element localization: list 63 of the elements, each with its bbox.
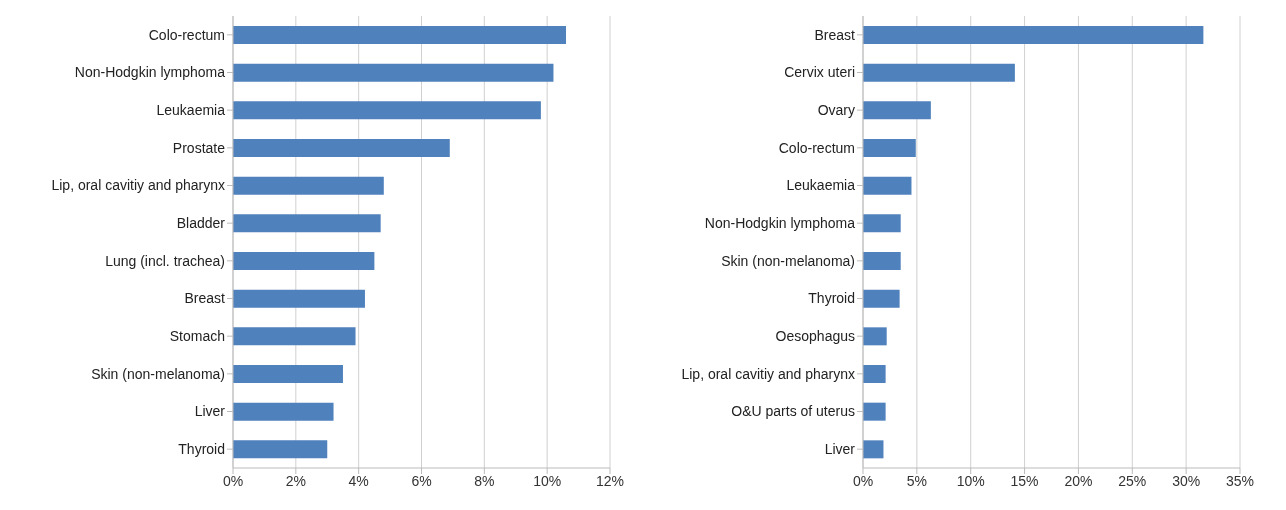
y-tick-label: Lung (incl. trachea) xyxy=(105,252,225,269)
y-tick-label: Lip, oral cavitiy and pharynx xyxy=(681,365,855,382)
x-tick-label: 10% xyxy=(533,472,562,489)
y-tick-label: O&U parts of uterus xyxy=(731,403,855,420)
y-tick-label: Bladder xyxy=(176,215,226,232)
x-tick-label: 35% xyxy=(1225,472,1255,489)
x-tick-label: 0% xyxy=(852,472,874,489)
bar xyxy=(863,365,886,383)
bar xyxy=(863,139,916,157)
y-tick-label: Liver xyxy=(194,403,226,420)
bar xyxy=(233,289,365,308)
y-tick-label: Breast xyxy=(184,290,226,307)
bar xyxy=(233,252,375,270)
x-tick-label: 8% xyxy=(474,472,495,489)
bar xyxy=(233,440,328,459)
bar xyxy=(233,139,450,157)
y-tick-label: Non-Hodgkin lymphoma xyxy=(704,215,856,232)
x-tick-label: 30% xyxy=(1172,472,1201,489)
y-tick-label: Colo-rectum xyxy=(778,139,855,156)
bar xyxy=(863,440,884,459)
bar xyxy=(233,365,343,383)
y-tick-label: Oesophagus xyxy=(775,328,855,345)
y-tick-label: Leukaemia xyxy=(786,177,856,194)
bar xyxy=(863,252,901,270)
x-tick-label: 4% xyxy=(348,472,369,489)
x-tick-label: 15% xyxy=(1010,472,1039,489)
y-tick-label: Leukaemia xyxy=(156,102,226,119)
x-tick-label: 5% xyxy=(906,472,927,489)
bar xyxy=(863,176,912,195)
y-tick-label: Skin (non-melanoma) xyxy=(721,252,855,269)
bar xyxy=(863,327,887,346)
x-tick-label: 10% xyxy=(956,472,985,489)
bar xyxy=(863,26,1204,44)
y-tick-label: Breast xyxy=(814,26,856,43)
y-tick-label: Colo-rectum xyxy=(148,26,225,43)
y-tick-label: Lip, oral cavitiy and pharynx xyxy=(51,177,225,194)
bar xyxy=(233,176,384,195)
y-tick-label: Ovary xyxy=(817,102,855,119)
bar xyxy=(863,101,931,120)
bar xyxy=(863,63,1015,82)
y-tick-label: Cervix uteri xyxy=(784,64,855,81)
bar xyxy=(233,101,541,120)
bar xyxy=(233,214,381,233)
y-tick-label: Thyroid xyxy=(178,441,225,458)
x-tick-label: 20% xyxy=(1064,472,1093,489)
y-tick-label: Liver xyxy=(824,441,856,458)
bar xyxy=(233,26,567,44)
x-tick-label: 25% xyxy=(1118,472,1147,489)
bar xyxy=(233,402,334,421)
y-tick-label: Non-Hodgkin lymphoma xyxy=(74,64,226,81)
bar xyxy=(863,402,886,421)
y-tick-label: Prostate xyxy=(172,139,226,156)
y-tick-label: Stomach xyxy=(169,328,225,345)
x-tick-label: 12% xyxy=(595,472,625,489)
y-tick-label: Thyroid xyxy=(808,290,855,307)
bar xyxy=(233,63,554,82)
bar xyxy=(863,289,900,308)
x-tick-label: 6% xyxy=(411,472,432,489)
x-tick-label: 0% xyxy=(222,472,244,489)
bar xyxy=(863,214,901,233)
y-tick-label: Skin (non-melanoma) xyxy=(91,365,225,382)
bar xyxy=(233,327,356,346)
x-tick-label: 2% xyxy=(285,472,306,489)
